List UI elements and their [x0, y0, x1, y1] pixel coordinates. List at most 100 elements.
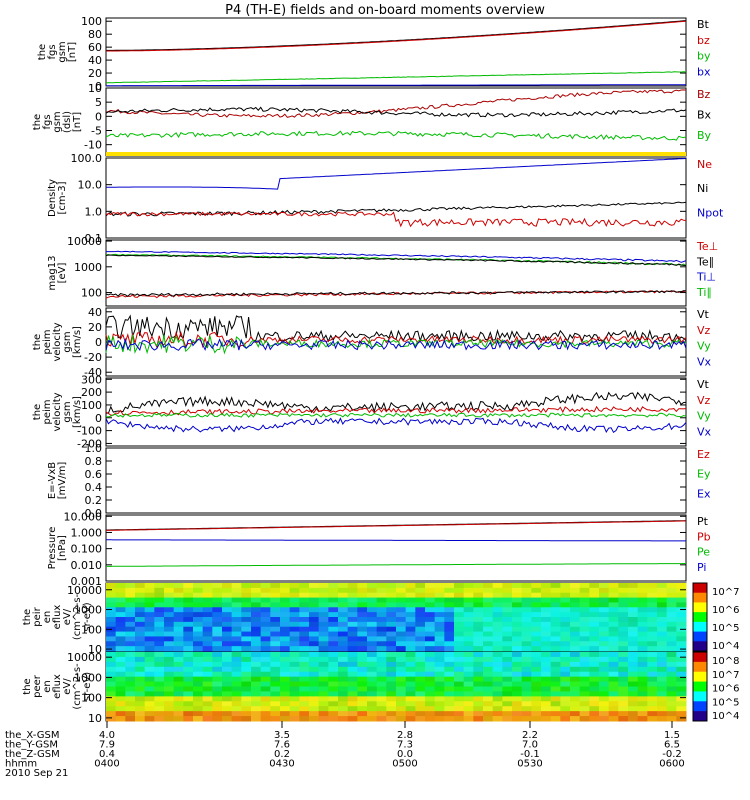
- Ne-line: [105, 211, 687, 228]
- spectrogram-cell: [483, 696, 494, 702]
- spectrogram-cell: [193, 686, 204, 692]
- spectrogram-cell: [637, 641, 648, 647]
- spectrogram-cell: [144, 716, 155, 722]
- spectrogram-cell: [376, 607, 387, 613]
- spectrogram-cell: [347, 631, 358, 637]
- spectrogram-cell: [241, 612, 252, 618]
- spectrogram-cell: [367, 671, 378, 678]
- spectrogram-cell: [473, 696, 484, 702]
- spectrogram-cell: [444, 646, 455, 652]
- spectrogram-cell: [106, 641, 117, 647]
- spectrogram-cell: [357, 617, 368, 623]
- panel-frame: [105, 17, 687, 87]
- spectrogram-cell: [666, 652, 677, 658]
- spectrogram-cell: [560, 711, 571, 717]
- spectrogram-cell: [231, 641, 242, 647]
- spectrogram-cell: [173, 716, 184, 722]
- spectrogram-cell: [560, 716, 571, 722]
- spectrogram-cell: [599, 641, 610, 647]
- spectrogram-cell: [415, 607, 426, 613]
- spectrogram-cell: [463, 711, 474, 717]
- spectrogram-cell: [454, 696, 465, 702]
- spectrogram-cell: [328, 652, 339, 658]
- spectrogram-cell: [193, 617, 204, 623]
- spectrogram-cell: [618, 617, 629, 623]
- spectrogram-cell: [550, 711, 561, 717]
- y-axis-label: en: [42, 611, 53, 624]
- spectrogram-cell: [270, 617, 281, 623]
- spectrogram-cell: [463, 716, 474, 722]
- spectrogram-cell: [599, 621, 610, 628]
- spectrogram-cell: [676, 621, 687, 628]
- spectrogram-cell: [579, 676, 590, 683]
- spectrogram-cell: [608, 641, 619, 647]
- spectrogram-cell: [212, 656, 223, 663]
- spectrogram-cell: [173, 656, 184, 663]
- spectrogram-cell: [299, 636, 310, 642]
- spectrogram-cell: [144, 666, 155, 673]
- spectrogram-cell: [396, 587, 407, 594]
- spectrogram-cell: [280, 676, 291, 683]
- spectrogram-cell: [222, 641, 233, 647]
- spectrogram-cell: [396, 666, 407, 673]
- spectrogram-cell: [415, 691, 426, 697]
- spectrogram-cell: [144, 652, 155, 658]
- spectrogram-cell: [676, 592, 687, 599]
- spectrogram-cell: [241, 592, 252, 599]
- colorbar-segment: [693, 631, 707, 642]
- spectrogram-cell: [289, 646, 300, 652]
- colorbar-label: 10^7: [712, 670, 739, 681]
- spectrogram-cell: [647, 646, 658, 652]
- spectrogram-cell: [608, 607, 619, 613]
- spectrogram-cell: [570, 621, 581, 628]
- spectrogram-cell: [299, 621, 310, 628]
- spectrogram-cell: [231, 592, 242, 599]
- spectrogram-cell: [338, 701, 349, 707]
- spectrogram-cell: [444, 676, 455, 683]
- y-tick-label: 200: [81, 386, 102, 399]
- axis-row-value: 7.9: [99, 740, 115, 751]
- spectrogram-cell: [202, 612, 213, 618]
- spectrogram-cell: [106, 706, 117, 712]
- spectrogram-cell: [376, 636, 387, 642]
- spectrogram-cell: [309, 597, 320, 603]
- spectrogram-cell: [492, 587, 503, 594]
- spectrogram-cell: [405, 646, 416, 652]
- y-axis-label: (cm^2-s-: [72, 663, 83, 710]
- spectrogram-cell: [676, 652, 687, 658]
- spectrogram-cell: [376, 592, 387, 599]
- legend-entry: Bx: [697, 109, 712, 122]
- spectrogram-cell: [657, 671, 668, 678]
- spectrogram-cell: [492, 691, 503, 697]
- spectrogram-cell: [260, 597, 271, 603]
- spectrogram-cell: [115, 587, 126, 594]
- spectrogram-cell: [521, 671, 532, 678]
- spectrogram-cell: [202, 681, 213, 687]
- spectrogram-cell: [550, 592, 561, 599]
- spectrogram-cell: [212, 661, 223, 668]
- spectrogram-cell: [318, 701, 329, 707]
- spectrogram-cell: [202, 641, 213, 647]
- spectrogram-cell: [647, 621, 658, 628]
- spectrogram-cell: [115, 592, 126, 599]
- spectrogram-cell: [193, 666, 204, 673]
- spectrogram-cell: [483, 597, 494, 603]
- spectrogram-cell: [125, 671, 136, 678]
- spectrogram-cell: [318, 676, 329, 683]
- spectrogram-cell: [425, 696, 436, 702]
- spectrogram-cell: [106, 701, 117, 707]
- spectrogram-cell: [222, 681, 233, 687]
- spectrogram-cell: [338, 607, 349, 613]
- spectrogram-cell: [657, 661, 668, 668]
- spectrogram-cell: [405, 691, 416, 697]
- spectrogram-cell: [492, 681, 503, 687]
- spectrogram-cell: [531, 661, 542, 668]
- spectrogram-cell: [376, 716, 387, 722]
- Vt-line: [105, 391, 687, 414]
- spectrogram-cell: [666, 602, 677, 608]
- spectrogram-cell: [318, 617, 329, 623]
- spectrogram-cell: [338, 583, 349, 589]
- spectrogram-cell: [666, 636, 677, 642]
- spectrogram-cell: [289, 636, 300, 642]
